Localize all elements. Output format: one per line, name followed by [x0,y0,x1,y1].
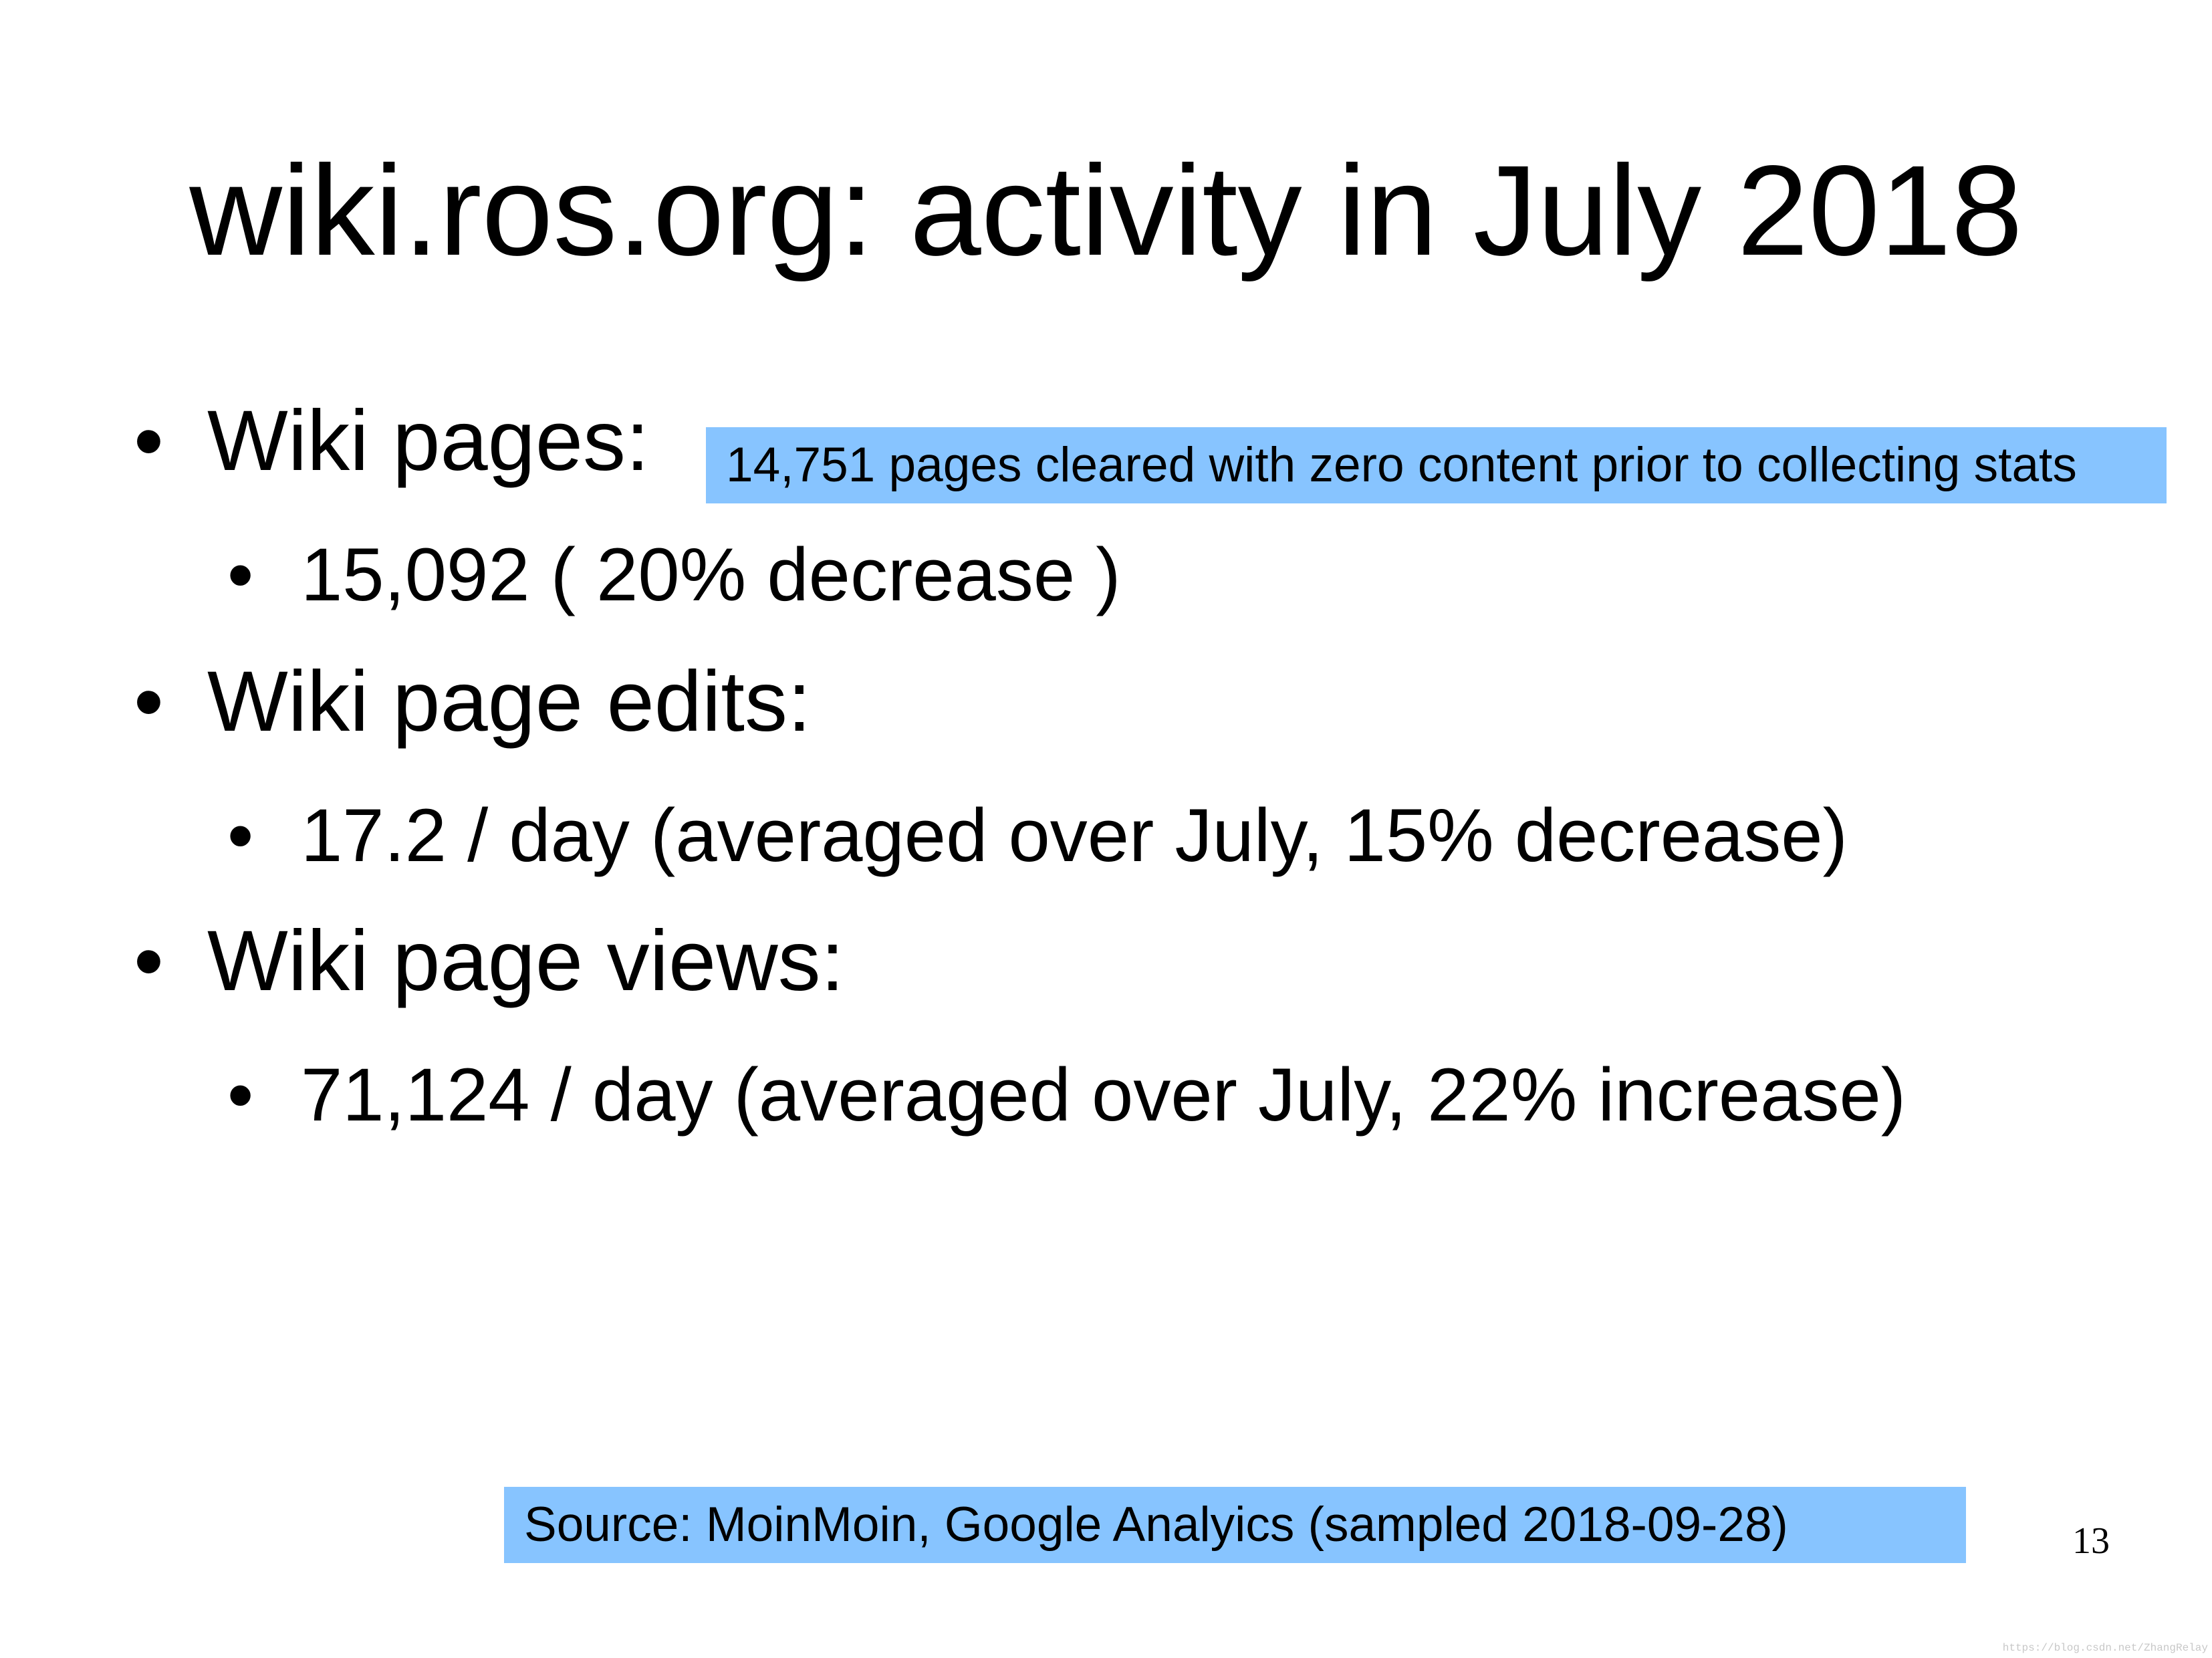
bullet-symbol: • [227,1053,254,1137]
bullet-wiki-edits: • Wiki page edits: [134,652,812,752]
wiki-edits-value: 17.2 / day (averaged over July, 15% decr… [301,794,1848,877]
bullet-wiki-views: • Wiki page views: [134,911,844,1012]
slide-title: wiki.ros.org: activity in July 2018 [189,138,2023,282]
source-note: Source: MoinMoin, Google Analyics (sampl… [504,1487,1966,1563]
sub-bullet-views-rate: • 71,124 / day (averaged over July, 22% i… [227,1052,1906,1139]
wiki-pages-label: Wiki pages: [207,393,650,489]
bullet-symbol: • [134,913,164,1009]
bullet-symbol: • [227,794,254,877]
wiki-views-value: 71,124 / day (averaged over July, 22% in… [301,1053,1907,1137]
wiki-pages-value: 15,092 ( 20% decrease ) [301,533,1121,616]
wiki-views-label: Wiki page views: [207,913,845,1009]
sub-bullet-edits-rate: • 17.2 / day (averaged over July, 15% dec… [227,792,1848,879]
bullet-symbol: • [134,393,164,489]
zero-content-note: 14,751 pages cleared with zero content p… [706,427,2167,503]
sub-bullet-pages-count: • 15,092 ( 20% decrease ) [227,531,1121,618]
bullet-wiki-pages: • Wiki pages: [134,391,650,491]
watermark: https://blog.csdn.net/ZhangRelay [2002,1642,2208,1654]
bullet-symbol: • [227,533,254,616]
bullet-symbol: • [134,654,164,749]
page-number: 13 [2072,1520,2110,1562]
wiki-edits-label: Wiki page edits: [207,654,812,749]
